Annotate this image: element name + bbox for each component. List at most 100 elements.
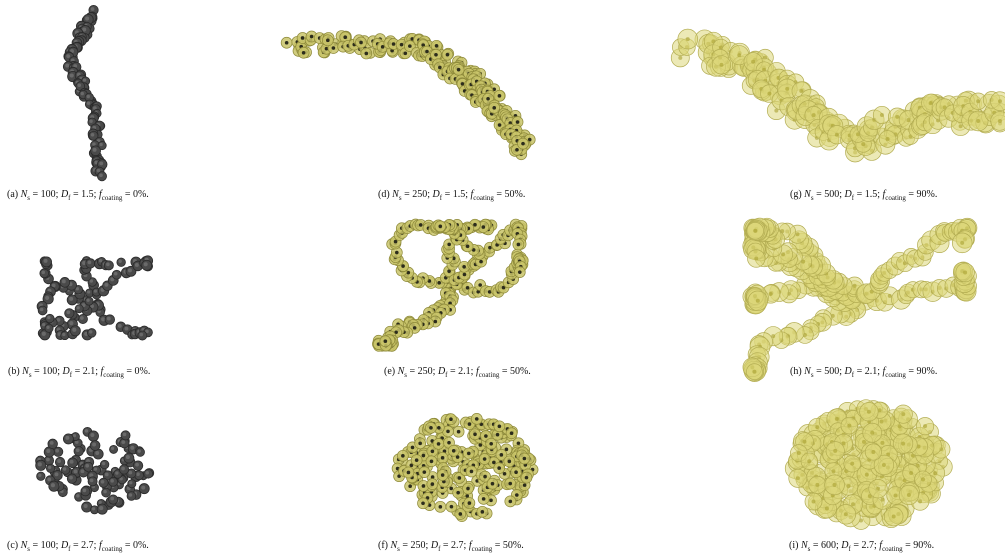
particle-highlight [72,327,77,332]
core [831,469,836,474]
core [343,35,348,40]
particle-highlight [82,261,87,265]
particle-highlight [89,478,94,483]
particle-highlight [115,471,119,475]
core [807,459,812,464]
caption-part: = 250; [400,540,431,551]
core [422,470,427,474]
core [380,45,385,49]
core [440,456,445,460]
caption-part: = 600; [810,540,841,551]
core [737,53,742,58]
core [795,476,800,481]
core [418,441,422,446]
aggregate [36,255,154,341]
core [467,422,472,426]
core [524,475,529,480]
core [887,293,892,298]
core [383,339,388,344]
caption-part: coating [882,545,903,553]
particle-highlight [41,331,46,336]
core [509,431,514,436]
core [846,483,851,488]
caption-part: coating [885,371,906,379]
particle-highlight [121,466,125,471]
particle-highlight [93,467,98,471]
particle-highlight [42,323,46,327]
particle-highlight [129,481,133,485]
particle-highlight [37,462,42,467]
aggregate [372,218,529,352]
core [457,476,462,480]
core [445,52,450,57]
core [768,292,773,297]
caption-part: (b) [8,366,22,377]
particle-highlight [69,321,74,326]
core [301,50,306,55]
particle-highlight [91,507,96,511]
particle-highlight [47,315,51,320]
core [893,493,898,498]
core [998,99,1002,104]
particle-highlight [128,493,133,497]
core [501,285,506,290]
caption-part: = 100; [32,366,63,377]
core [508,481,513,486]
particle-highlight [110,479,114,483]
core [976,118,981,123]
caption-part: = 90%. [906,189,937,200]
core [393,239,398,244]
particle-highlight [51,283,56,288]
core [906,117,911,122]
caption-part: f [99,189,103,200]
particle-highlight [75,448,80,453]
core [449,417,453,422]
caption: (a) Ns = 100; Df = 1.5; fcoating = 0%. [7,189,149,202]
particle-highlight [87,260,92,265]
core [504,447,509,452]
particle-highlight [90,432,95,438]
particle-highlight [45,295,50,300]
caption-part: D [437,366,446,377]
core [517,270,522,274]
caption-part: = 50%. [499,366,530,377]
core [401,453,405,458]
particle-highlight [89,330,93,334]
particle-highlight [66,54,71,59]
core [460,82,465,86]
core [465,244,470,249]
caption-part: = 2.7; [440,540,468,551]
core [394,330,398,335]
particle-highlight [90,7,95,11]
particle-highlight [113,271,118,276]
core [409,463,414,468]
core [467,501,472,505]
particle-highlight [127,268,132,273]
caption-part: N [803,189,812,200]
particle-highlight [93,106,97,110]
core [484,434,488,438]
particle-highlight [106,316,111,321]
caption-part: (d) [378,189,392,200]
core [429,459,434,464]
core [410,445,415,450]
particle-highlight [82,488,87,493]
core [815,482,820,487]
particle-highlight [124,326,129,331]
caption-part: f [70,371,73,379]
core [918,499,923,504]
core [437,281,441,285]
core [478,283,482,287]
caption-part: = 1.5; [71,189,99,200]
caption-part: coating [102,545,123,553]
core [774,108,779,113]
particle-highlight [69,296,74,301]
particle-highlight [130,445,135,450]
aggregate [784,399,953,530]
caption-part: = 50%. [492,540,523,551]
core [832,482,837,487]
particle-highlight [46,325,50,329]
core [521,141,525,146]
core [851,502,856,507]
particle-highlight [99,142,103,147]
